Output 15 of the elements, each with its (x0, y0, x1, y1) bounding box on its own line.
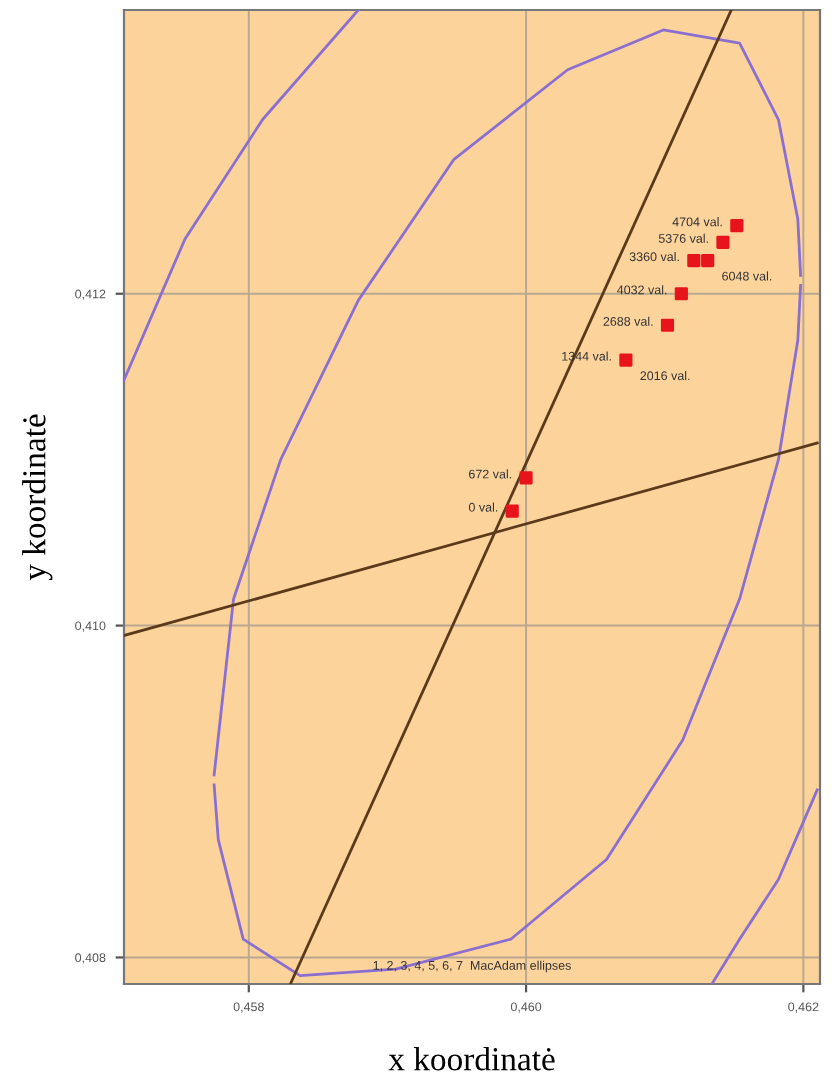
point (716, 235, 730, 249)
line-series (124, 10, 360, 382)
point (674, 287, 688, 301)
point (519, 471, 533, 485)
line-series (212, 284, 802, 978)
line-series (212, 28, 802, 777)
point (701, 253, 715, 268)
point (505, 504, 519, 518)
y-axis-title: y koordinatė (22, 414, 53, 581)
line-series (710, 788, 819, 984)
point (730, 219, 744, 233)
point (619, 353, 633, 367)
point (660, 318, 675, 332)
point (687, 253, 701, 268)
x-axis-title: x koordinatė (388, 1047, 555, 1071)
